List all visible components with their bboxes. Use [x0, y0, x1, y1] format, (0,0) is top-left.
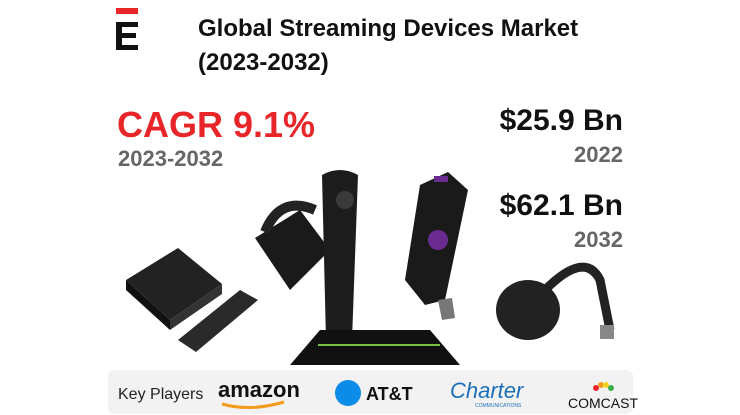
logo — [116, 8, 138, 50]
player-tagline: COMMUNICATIONS — [475, 403, 522, 409]
title: Global Streaming Devices Market — [198, 15, 578, 42]
nbc-peacock — [593, 382, 614, 391]
subtitle: (2023-2032) — [198, 49, 329, 76]
devices-illustration — [126, 170, 615, 365]
player-logo: amazon — [218, 377, 300, 402]
stat-year: 2022 — [574, 142, 623, 167]
players-bar — [108, 370, 633, 414]
cagr-label: CAGR 9.1% — [117, 104, 315, 145]
stat-value: $25.9 Bn — [500, 104, 623, 137]
stat-value: $62.1 Bn — [500, 189, 623, 222]
key-players-label: Key Players — [118, 386, 203, 403]
att-globe — [335, 380, 361, 406]
player-logo: Charter — [450, 378, 525, 403]
cagr-period: 2023-2032 — [118, 146, 223, 171]
stat-year: 2032 — [574, 227, 623, 252]
player-logo: COMCAST — [568, 395, 638, 411]
player-logo: AT&T — [366, 384, 413, 404]
